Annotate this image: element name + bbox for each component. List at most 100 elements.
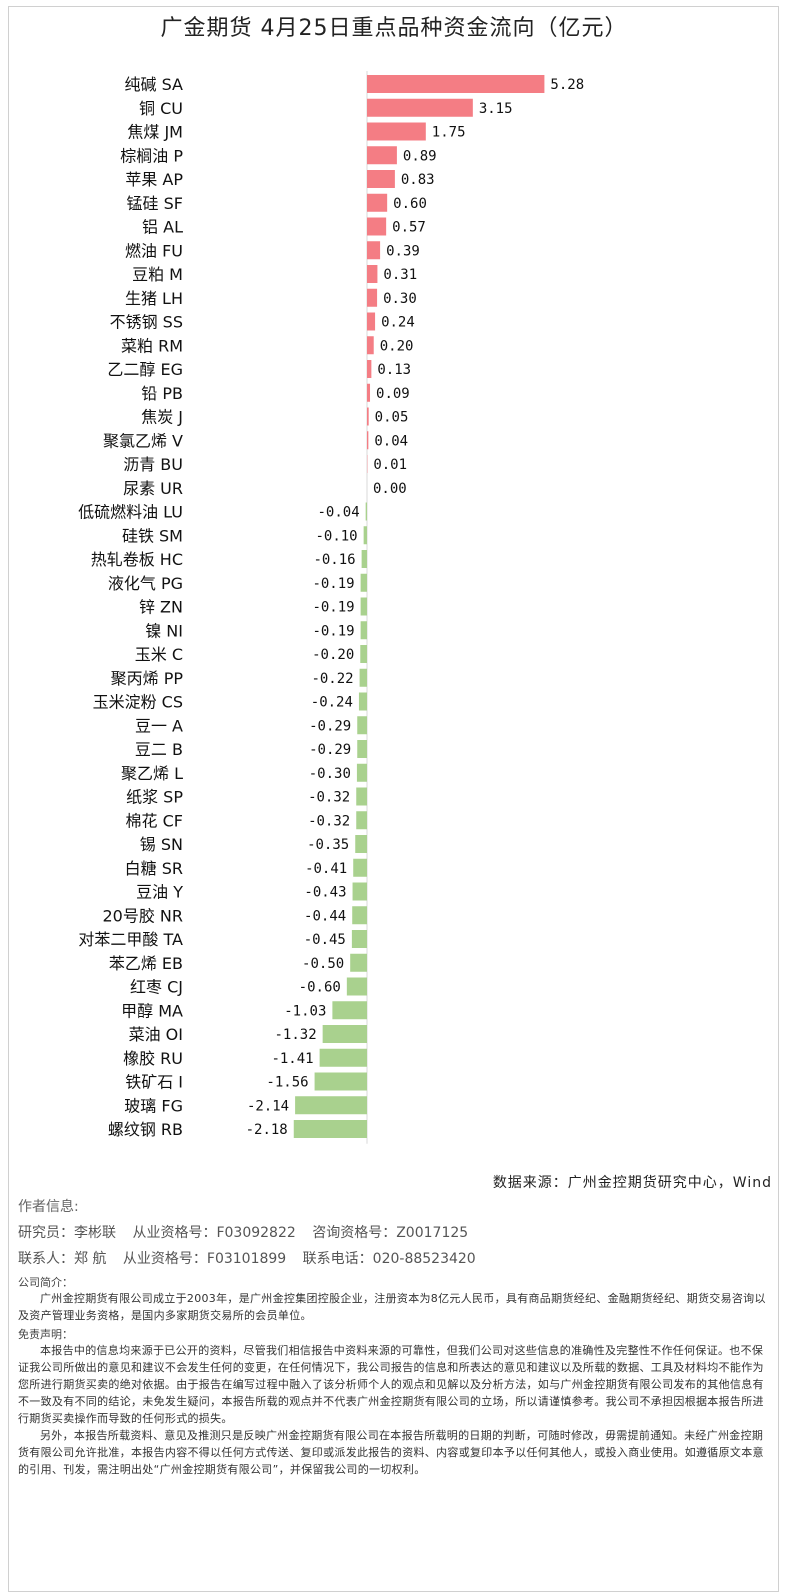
category-label: 豆粕 M [132, 265, 183, 284]
category-label: 热轧卷板 HC [91, 550, 183, 569]
bar [332, 1001, 367, 1020]
value-label: -0.19 [312, 600, 354, 616]
value-label: -2.18 [246, 1122, 288, 1138]
value-label: 0.01 [373, 457, 407, 473]
category-label: 玉米 C [135, 645, 183, 664]
value-label: -0.32 [308, 790, 350, 806]
value-label: 0.60 [393, 196, 427, 212]
bar [358, 692, 367, 711]
value-label: -0.04 [317, 505, 359, 521]
value-label: -0.60 [299, 980, 341, 996]
contact-name: 联系人：郑 航 [18, 1251, 107, 1267]
bar-chart: 纯碱 SA 5.28 铜 CU 3.15 焦煤 JM 1.75 棕榈油 P 0.89 苹果 AP… [78, 71, 584, 1144]
bar [356, 787, 367, 806]
value-label: -1.41 [271, 1051, 313, 1067]
category-label: 菜粕 RM [121, 336, 183, 355]
value-label: 0.89 [403, 148, 437, 164]
disclaimer-heading: 免责声明： [18, 1328, 73, 1341]
category-label: 聚乙烯 L [121, 764, 183, 783]
bar [361, 550, 367, 568]
category-label: 豆二 B [135, 740, 183, 759]
bar [367, 265, 378, 283]
disclaimer-paragraph-1: 本报告中的信息均来源于已公开的资料，尽管我们相信报告中资料来源的可靠性，但我们公… [18, 1344, 764, 1425]
bar [367, 98, 473, 117]
value-label: -1.32 [274, 1027, 316, 1043]
category-label: 乙二醇 EG [107, 360, 183, 379]
category-label: 纸浆 SP [126, 788, 183, 807]
report-frame [8, 6, 779, 1592]
contact-row: 联系人：郑 航 从业资格号：F03101899 联系电话：020-8852342… [18, 1248, 770, 1268]
bar [350, 953, 367, 972]
category-label: 生猪 LH [125, 289, 183, 308]
bar [355, 835, 367, 853]
category-label: 红枣 CJ [130, 978, 183, 997]
category-label: 纯碱 SA [125, 75, 184, 94]
category-label: 对苯二甲酸 TA [78, 930, 183, 949]
value-label: 0.24 [381, 315, 415, 331]
category-label: 螺纹钢 RB [108, 1120, 183, 1139]
value-label: 5.28 [550, 77, 584, 93]
contact-qualification: 从业资格号：F03101899 [122, 1251, 287, 1267]
bar [295, 1096, 367, 1115]
bar [322, 1025, 367, 1043]
bar [356, 811, 367, 830]
category-label: 尿素 UR [123, 479, 183, 498]
category-label: 铅 PB [141, 384, 183, 403]
value-label: -0.45 [304, 932, 346, 948]
bar [367, 75, 545, 93]
category-label: 燃油 FU [125, 241, 183, 260]
category-label: 沥青 BU [123, 455, 183, 474]
bar [367, 360, 372, 378]
value-label: -0.10 [315, 528, 357, 544]
bar [367, 288, 378, 307]
category-label: 20号胶 NR [102, 906, 183, 925]
category-label: 白糖 SR [125, 859, 183, 878]
value-label: -0.20 [312, 647, 354, 663]
category-label: 豆一 A [135, 716, 183, 735]
value-label: -1.56 [266, 1075, 308, 1091]
contact-phone: 联系电话：020-88523420 [302, 1251, 476, 1267]
category-label: 菜油 OI [129, 1025, 183, 1044]
category-label: 聚氯乙烯 V [103, 431, 183, 450]
company-text: 广州金控期货有限公司成立于2003年，是广州金控集团控股企业，注册资本为8亿元人… [18, 1292, 766, 1322]
report-info: 作者信息: 研究员：李彬联 从业资格号：F03092822 咨询资格号：Z001… [18, 1196, 770, 1478]
category-label: 液化气 PG [108, 574, 183, 593]
bar [356, 763, 367, 782]
researcher-qualification: 从业资格号：F03092822 [132, 1225, 296, 1241]
value-label: 0.31 [383, 267, 417, 283]
value-label: 0.13 [377, 362, 411, 378]
category-label: 铝 AL [142, 218, 183, 237]
researcher-name: 研究员：李彬联 [18, 1225, 116, 1241]
bar [367, 146, 397, 165]
value-label: 0.05 [375, 410, 409, 426]
value-label: -0.19 [312, 576, 354, 592]
value-label: -0.43 [304, 885, 346, 901]
bar [363, 526, 367, 545]
company-heading: 公司简介： [18, 1276, 73, 1289]
value-label: -0.19 [312, 623, 354, 639]
value-label: -1.03 [284, 1003, 326, 1019]
bar [367, 312, 376, 331]
researcher-row: 研究员：李彬联 从业资格号：F03092822 咨询资格号：Z0017125 [18, 1222, 770, 1242]
category-label: 苹果 AP [125, 170, 183, 189]
value-label: -0.29 [309, 718, 351, 734]
bar [293, 1120, 367, 1138]
researcher-consult-number: 咨询资格号：Z0017125 [312, 1225, 469, 1241]
value-label: -0.50 [302, 956, 344, 972]
bar [367, 122, 426, 141]
bar [357, 740, 367, 758]
bar [319, 1048, 367, 1067]
value-label: 0.04 [374, 433, 408, 449]
bar [360, 645, 367, 663]
category-label: 铜 CU [139, 99, 183, 118]
category-label: 铁矿石 I [125, 1073, 183, 1092]
category-label: 镍 NI [145, 621, 183, 640]
bar [314, 1072, 367, 1091]
bar [352, 882, 367, 901]
category-label: 锌 ZN [139, 598, 183, 617]
category-label: 橡胶 RU [123, 1049, 183, 1068]
bar [367, 217, 387, 236]
category-label: 甲醇 MA [121, 1001, 183, 1020]
value-label: -0.22 [311, 671, 353, 687]
category-label: 苯乙烯 EB [109, 954, 183, 973]
